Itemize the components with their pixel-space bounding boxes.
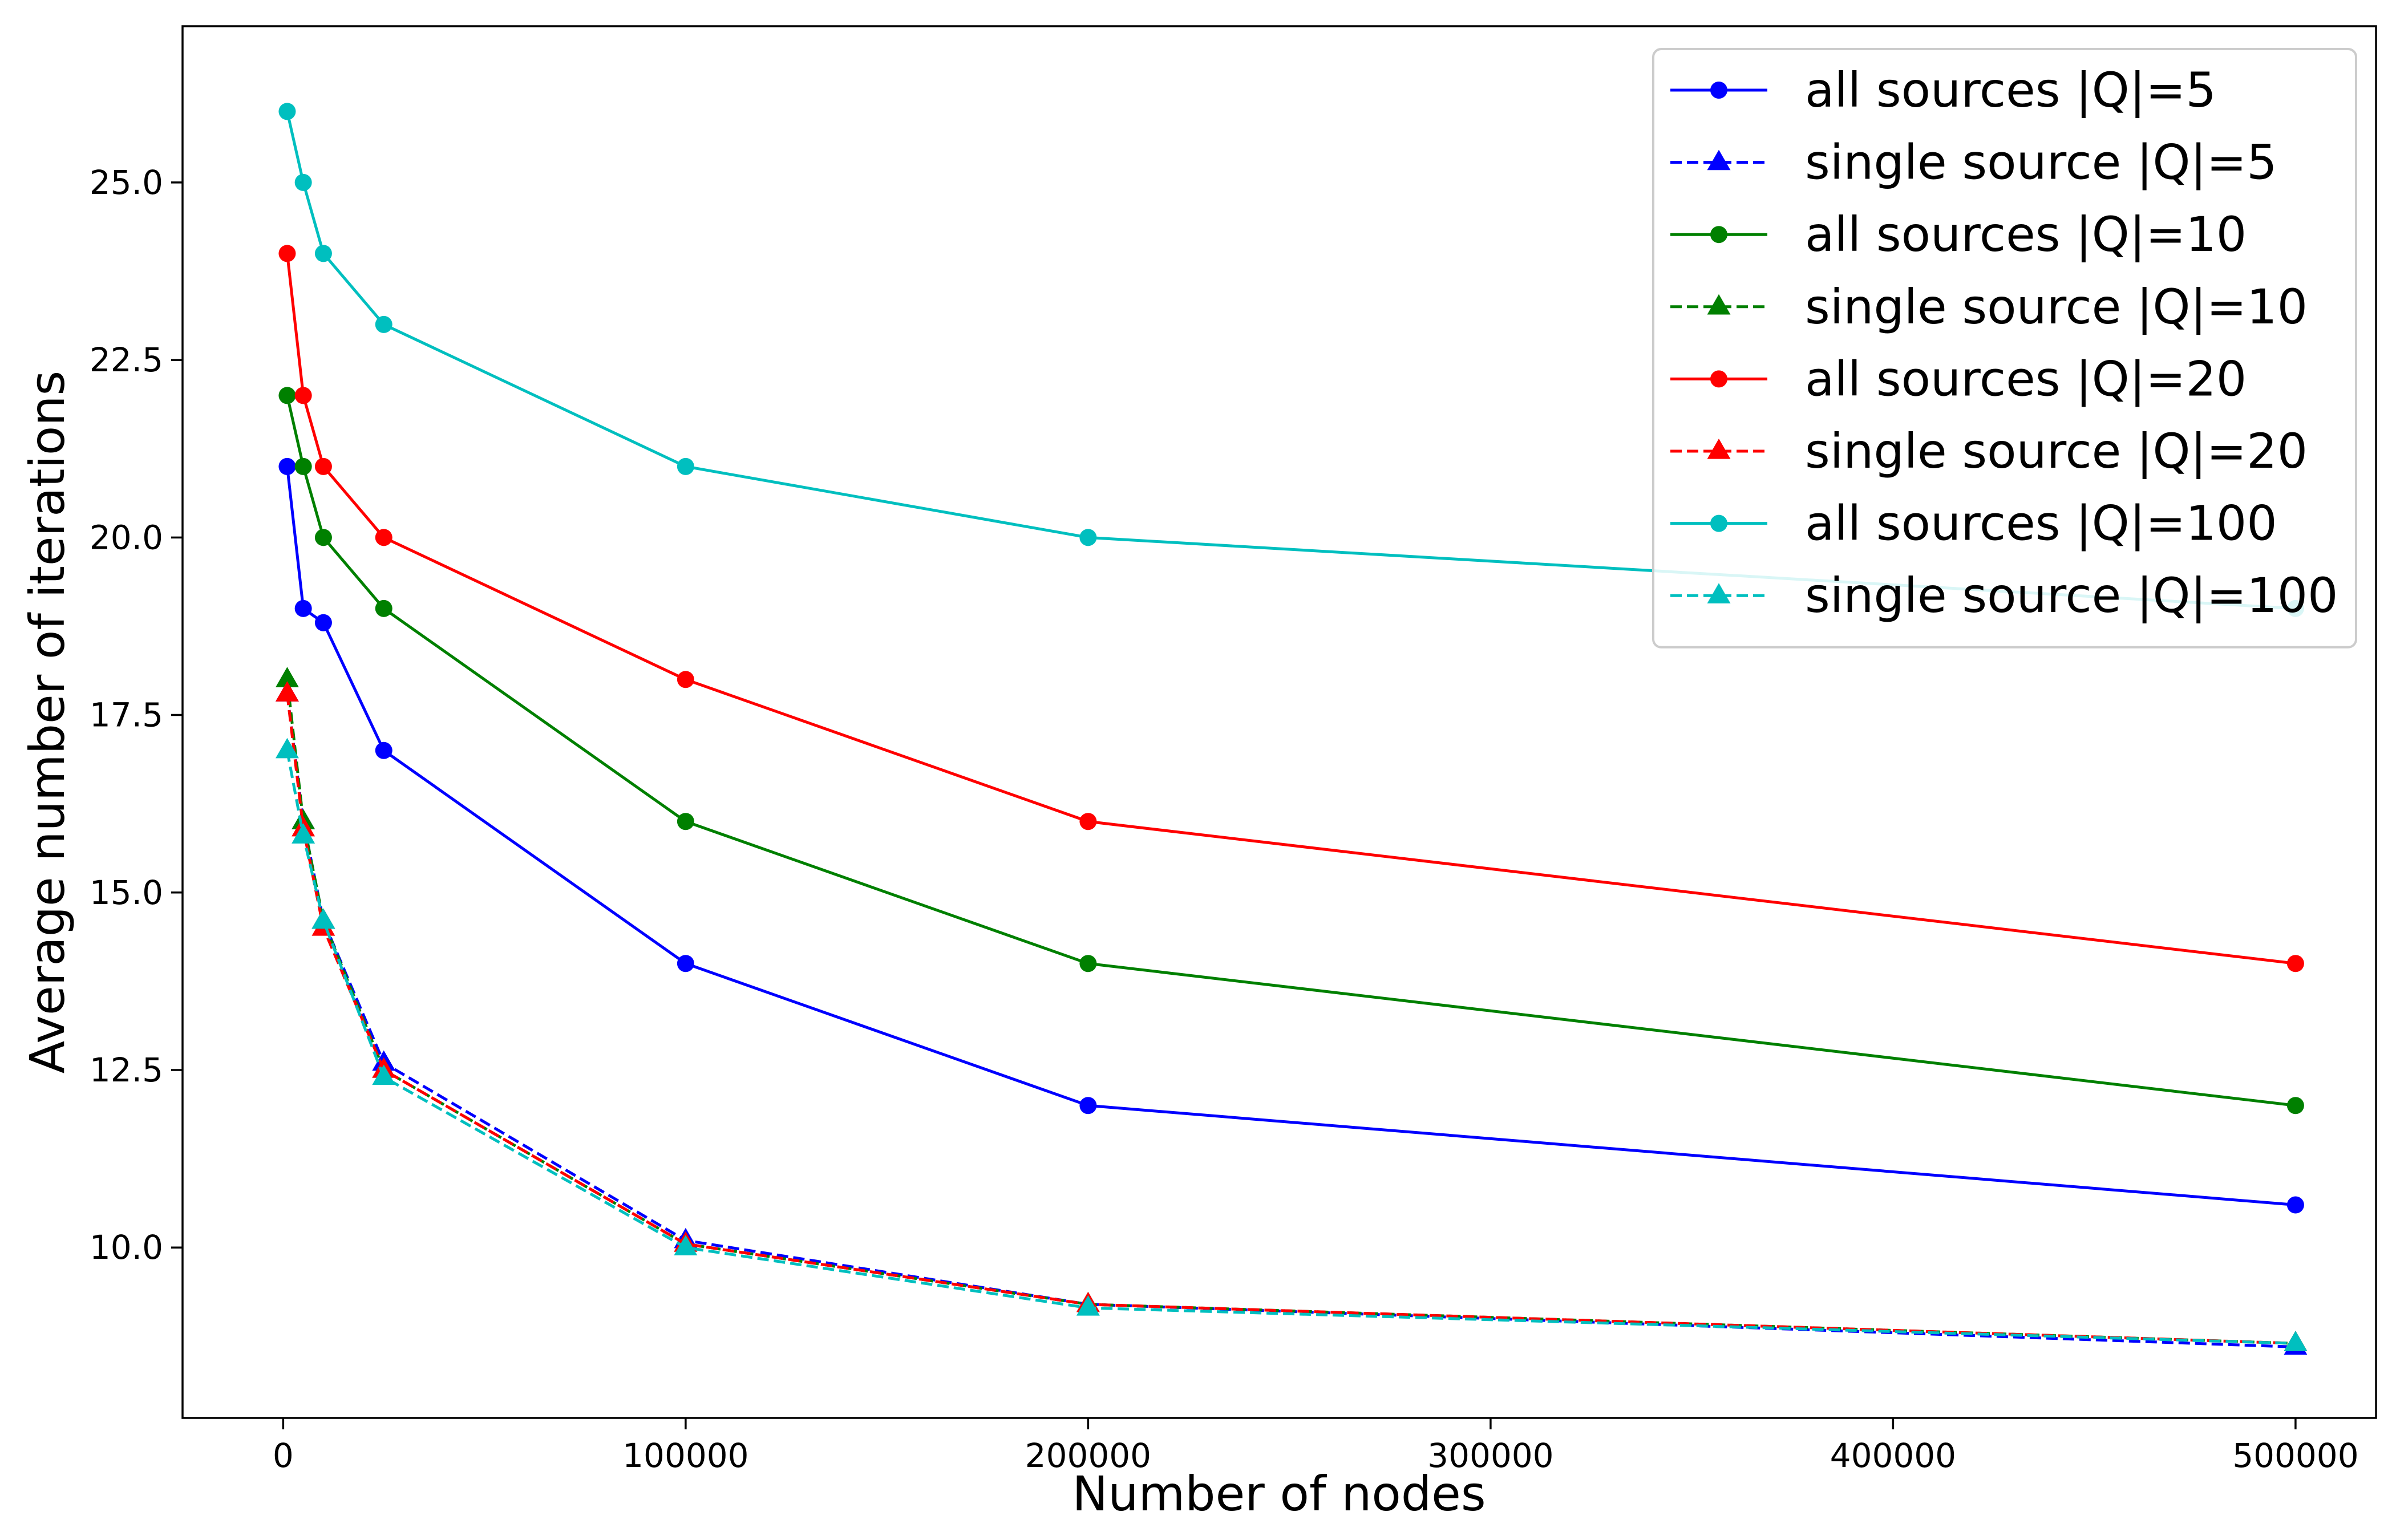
data-point — [278, 245, 296, 262]
data-point — [677, 955, 694, 972]
legend-label: all sources |Q|=5 — [1805, 62, 2216, 118]
y-tick-label: 25.0 — [90, 163, 163, 202]
series-layer — [275, 103, 2308, 1355]
data-point — [278, 387, 296, 404]
legend-label: all sources |Q|=20 — [1805, 351, 2247, 407]
data-point — [314, 614, 332, 631]
x-tick-label: 400000 — [1830, 1436, 1956, 1475]
data-point — [674, 1235, 698, 1255]
data-point — [314, 457, 332, 475]
data-point — [294, 457, 312, 475]
y-tick-label: 17.5 — [90, 696, 163, 735]
legend-label: single source |Q|=20 — [1805, 423, 2308, 479]
data-point — [375, 741, 392, 759]
legend-marker — [1710, 370, 1727, 388]
legend-marker — [1707, 583, 1731, 603]
data-point — [294, 387, 312, 404]
x-axis-ticks: 0 100000 200000 300000 400000 500000 — [273, 1418, 2359, 1475]
legend-entry-all-sources-q-100: all sources |Q|=100 — [1670, 496, 2277, 552]
legend-marker — [1707, 294, 1731, 315]
data-point — [2286, 1196, 2304, 1214]
series-single-source-q-100 — [275, 737, 2308, 1351]
data-point — [292, 823, 315, 844]
data-point — [375, 599, 392, 617]
series-all-sources-q-5 — [278, 457, 2304, 1214]
data-point — [1079, 955, 1097, 972]
y-axis-ticks: 10.0 12.5 15.0 17.5 20.0 22.5 25.0 — [90, 163, 183, 1267]
legend-entry-single-source-q-20: single source |Q|=20 — [1670, 423, 2308, 479]
legend-label: all sources |Q|=100 — [1805, 496, 2277, 552]
legend-marker — [1707, 149, 1731, 171]
legend-entry-all-sources-q-10: all sources |Q|=10 — [1670, 206, 2247, 262]
data-point — [275, 667, 299, 687]
y-tick-label: 15.0 — [90, 873, 163, 912]
y-tick-label: 20.0 — [90, 518, 163, 557]
legend-marker — [1710, 226, 1727, 244]
data-point — [677, 813, 694, 830]
y-tick-label: 22.5 — [90, 341, 163, 379]
data-point — [677, 457, 694, 475]
legend-marker — [1710, 514, 1727, 532]
data-point — [314, 245, 332, 262]
x-axis-label: Number of nodes — [1072, 1466, 1486, 1522]
data-point — [2286, 955, 2304, 972]
y-tick-label: 10.0 — [90, 1228, 163, 1267]
data-point — [1076, 1295, 1100, 1316]
legend-entry-single-source-q-100: single source |Q|=100 — [1670, 568, 2338, 623]
y-axis-label: Average number of iterations — [19, 371, 75, 1073]
legend-box — [1652, 48, 2357, 649]
data-point — [314, 529, 332, 546]
data-point — [278, 457, 296, 475]
x-tick-label: 300000 — [1427, 1436, 1553, 1475]
x-tick-label: 200000 — [1025, 1436, 1151, 1475]
series-all-sources-q-20 — [278, 245, 2304, 972]
series-all-sources-q-10 — [278, 387, 2304, 1115]
x-tick-label: 500000 — [2232, 1436, 2358, 1475]
x-tick-label: 0 — [273, 1436, 294, 1475]
x-tick-label: 100000 — [622, 1436, 748, 1475]
data-point — [275, 681, 299, 702]
legend-entry-all-sources-q-5: all sources |Q|=5 — [1670, 62, 2216, 118]
legend: all sources |Q|=5 single source |Q|=5 all … — [1652, 48, 2357, 649]
legend-marker — [1710, 82, 1727, 99]
data-point — [311, 908, 335, 929]
data-point — [372, 1064, 396, 1085]
legend-entry-single-source-q-10: single source |Q|=10 — [1670, 279, 2308, 335]
data-point — [275, 737, 299, 759]
data-point — [2284, 1331, 2308, 1351]
y-tick-label: 12.5 — [90, 1051, 163, 1089]
data-point — [1079, 813, 1097, 830]
data-point — [278, 103, 296, 120]
data-point — [677, 671, 694, 688]
data-point — [2286, 1097, 2304, 1115]
legend-entry-all-sources-q-20: all sources |Q|=20 — [1670, 351, 2247, 407]
plot-frame — [181, 25, 2377, 1419]
data-point — [1079, 529, 1097, 546]
data-point — [294, 599, 312, 617]
legend-marker — [1707, 439, 1731, 459]
legend-entry-single-source-q-5: single source |Q|=5 — [1670, 135, 2277, 191]
data-point — [1079, 1097, 1097, 1115]
data-point — [375, 315, 392, 333]
legend-label: single source |Q|=10 — [1805, 279, 2308, 335]
legend-label: all sources |Q|=10 — [1805, 206, 2247, 262]
data-point — [294, 173, 312, 191]
legend-label: single source |Q|=100 — [1805, 568, 2338, 623]
data-point — [375, 529, 392, 546]
legend-label: single source |Q|=5 — [1805, 135, 2277, 191]
